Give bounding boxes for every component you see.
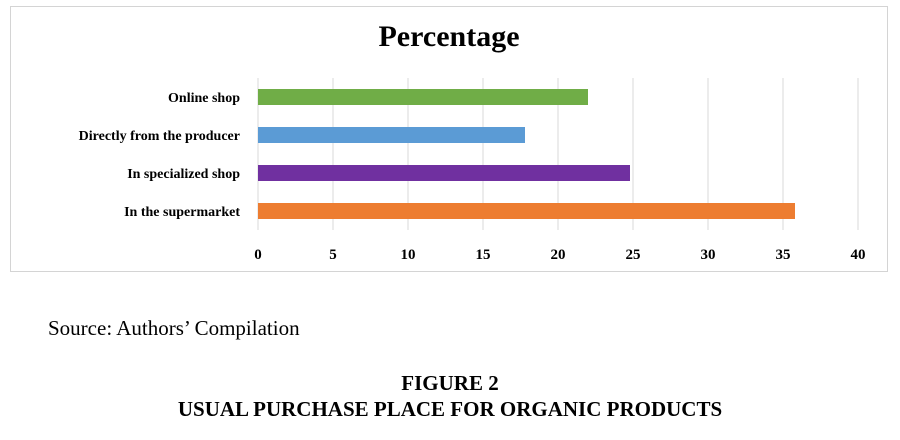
bar-chart: Percentage Online shop Directly from the …: [79, 20, 866, 263]
category-label: In the supermarket: [124, 205, 240, 220]
x-tick-label: 20: [551, 247, 566, 263]
x-tick-label: 30: [701, 247, 716, 263]
category-labels: Online shop Directly from the producer In …: [79, 91, 241, 220]
x-tick-label: 5: [329, 247, 337, 263]
x-tick-label: 35: [776, 247, 791, 263]
bar: [258, 89, 588, 105]
bar: [258, 127, 525, 143]
x-tick-label: 10: [401, 247, 416, 263]
category-label: Online shop: [168, 91, 240, 106]
figure-number: FIGURE 2: [401, 371, 499, 395]
figure-title: USUAL PURCHASE PLACE FOR ORGANIC PRODUCT…: [177, 397, 723, 421]
bars: [258, 89, 795, 219]
bar: [258, 165, 630, 181]
x-tick-label: 0: [254, 247, 262, 263]
x-tick-labels: 0 5 10 15 20 25 30 35 40: [254, 247, 865, 263]
bar: [258, 203, 795, 219]
x-tick-label: 40: [851, 247, 866, 263]
x-tick-label: 25: [626, 247, 641, 263]
x-tick-label: 15: [476, 247, 491, 263]
chart-title: Percentage: [378, 20, 519, 53]
category-label: Directly from the producer: [79, 129, 240, 144]
category-label: In specialized shop: [127, 167, 240, 182]
source-note: Source: Authors’ Compilation: [48, 316, 300, 340]
